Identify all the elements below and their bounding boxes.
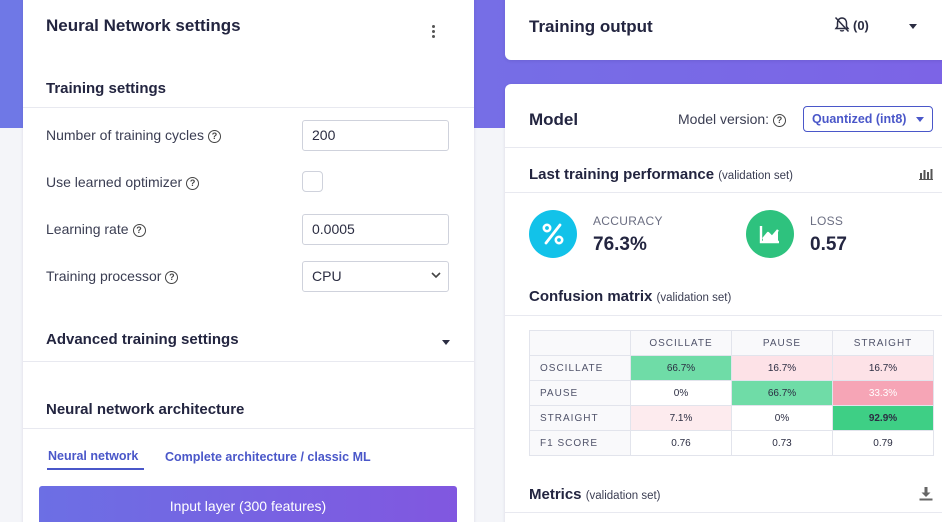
matrix-cell: 66.7% bbox=[731, 380, 833, 406]
metrics-heading: Metrics (validation set) bbox=[529, 486, 661, 503]
caret-down-icon[interactable] bbox=[909, 24, 917, 29]
tab-complete-architecture[interactable]: Complete architecture / classic ML bbox=[165, 450, 371, 464]
caret-down-icon[interactable] bbox=[442, 340, 450, 345]
training-output-title: Training output bbox=[529, 17, 653, 36]
learning-rate-label: Learning rate? bbox=[46, 221, 146, 237]
input-layer-block[interactable]: Input layer (300 features) bbox=[39, 486, 457, 522]
model-card: Model Model version:? Quantized (int8) L… bbox=[505, 84, 942, 522]
bar-chart-icon[interactable] bbox=[919, 168, 933, 180]
matrix-cell: 92.9% bbox=[832, 405, 934, 431]
model-version-label: Model version:? bbox=[678, 111, 787, 127]
row-header: PAUSE bbox=[529, 380, 631, 406]
matrix-cell: 0% bbox=[630, 380, 732, 406]
table-row: STRAIGHT 7.1% 0% 92.9% bbox=[529, 405, 934, 431]
help-icon[interactable]: ? bbox=[186, 177, 200, 190]
help-icon[interactable]: ? bbox=[132, 224, 146, 237]
trend-chart-icon bbox=[759, 226, 779, 244]
row-header: OSCILLATE bbox=[529, 355, 631, 381]
accuracy-label: ACCURACY bbox=[593, 214, 663, 228]
confusion-heading: Confusion matrix (validation set) bbox=[529, 288, 732, 305]
help-icon[interactable]: ? bbox=[207, 130, 221, 143]
training-cycles-label: Number of training cycles? bbox=[46, 127, 221, 143]
divider bbox=[23, 428, 474, 429]
matrix-cell: 33.3% bbox=[832, 380, 934, 406]
advanced-settings-heading[interactable]: Advanced training settings bbox=[46, 331, 239, 348]
loss-value: 0.57 bbox=[810, 234, 847, 255]
matrix-cell: 0.73 bbox=[731, 430, 833, 456]
divider bbox=[505, 315, 942, 316]
active-tab-underline bbox=[47, 468, 144, 470]
table-row: PAUSE 0% 66.7% 33.3% bbox=[529, 380, 934, 406]
table-row: OSCILLATE 66.7% 16.7% 16.7% bbox=[529, 355, 934, 381]
training-settings-heading: Training settings bbox=[46, 80, 167, 97]
matrix-cell: 0% bbox=[731, 405, 833, 431]
notification-count: (0) bbox=[853, 18, 869, 33]
matrix-cell: 66.7% bbox=[630, 355, 732, 381]
divider bbox=[505, 192, 942, 193]
download-icon[interactable] bbox=[919, 487, 933, 501]
confusion-matrix: OSCILLATE PAUSE STRAIGHT OSCILLATE 66.7%… bbox=[529, 330, 934, 456]
row-header: F1 SCORE bbox=[529, 430, 631, 456]
accuracy-badge bbox=[529, 210, 577, 258]
nn-settings-title: Neural Network settings bbox=[46, 16, 241, 35]
training-output-card: Training output (0) bbox=[505, 0, 942, 60]
training-processor-select[interactable]: CPU bbox=[302, 261, 449, 292]
performance-heading: Last training performance (validation se… bbox=[529, 166, 794, 183]
column-header: STRAIGHT bbox=[832, 330, 934, 356]
column-header: OSCILLATE bbox=[630, 330, 732, 356]
caret-down-icon bbox=[916, 117, 924, 122]
column-header: PAUSE bbox=[731, 330, 833, 356]
chevron-down-icon bbox=[431, 272, 441, 279]
architecture-heading: Neural network architecture bbox=[46, 401, 245, 418]
table-row: OSCILLATE PAUSE STRAIGHT bbox=[529, 330, 934, 356]
divider bbox=[505, 512, 942, 513]
accuracy-value: 76.3% bbox=[593, 234, 647, 255]
percent-icon bbox=[542, 223, 564, 245]
table-row: F1 SCORE 0.76 0.73 0.79 bbox=[529, 430, 934, 456]
training-processor-label: Training processor? bbox=[46, 268, 179, 284]
model-version-select[interactable]: Quantized (int8) bbox=[803, 106, 933, 132]
learned-optimizer-checkbox[interactable] bbox=[302, 171, 323, 192]
learning-rate-input[interactable]: 0.0005 bbox=[302, 214, 449, 245]
nn-settings-card: Neural Network settings Training setting… bbox=[23, 0, 474, 522]
matrix-cell: 0.79 bbox=[832, 430, 934, 456]
matrix-cell: 7.1% bbox=[630, 405, 732, 431]
divider bbox=[23, 361, 474, 362]
matrix-corner bbox=[529, 330, 631, 356]
kebab-menu-icon[interactable] bbox=[432, 25, 435, 40]
loss-badge bbox=[746, 210, 794, 258]
divider bbox=[505, 147, 942, 148]
tab-neural-network[interactable]: Neural network bbox=[48, 449, 139, 463]
model-version-value: Quantized (int8) bbox=[812, 112, 907, 126]
row-header: STRAIGHT bbox=[529, 405, 631, 431]
matrix-cell: 16.7% bbox=[832, 355, 934, 381]
bell-off-icon[interactable] bbox=[834, 16, 850, 33]
model-title: Model bbox=[529, 110, 579, 129]
help-icon[interactable]: ? bbox=[165, 271, 179, 284]
training-cycles-input[interactable]: 200 bbox=[302, 120, 449, 151]
help-icon[interactable]: ? bbox=[773, 114, 787, 127]
training-processor-value: CPU bbox=[312, 268, 342, 284]
loss-label: LOSS bbox=[810, 214, 844, 228]
matrix-cell: 0.76 bbox=[630, 430, 732, 456]
learned-optimizer-label: Use learned optimizer? bbox=[46, 174, 200, 190]
matrix-cell: 16.7% bbox=[731, 355, 833, 381]
divider bbox=[23, 107, 474, 108]
